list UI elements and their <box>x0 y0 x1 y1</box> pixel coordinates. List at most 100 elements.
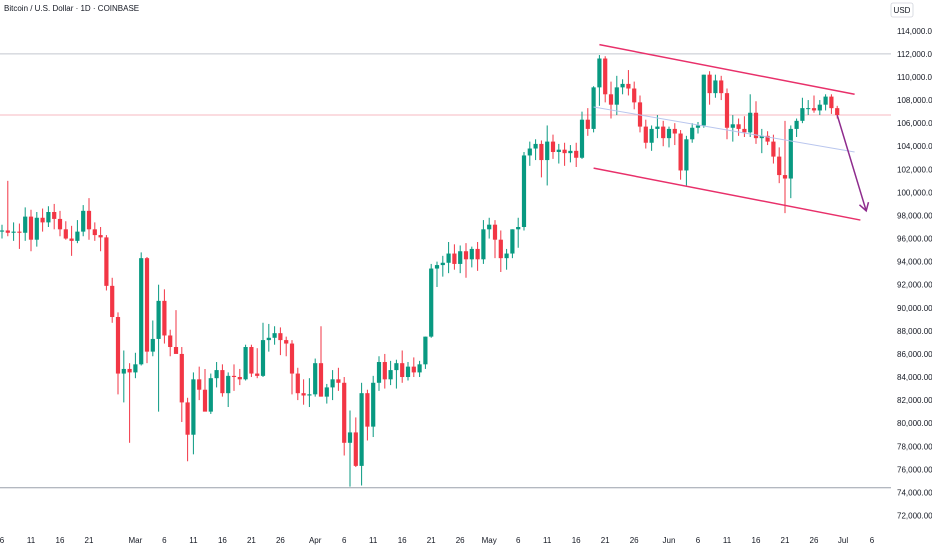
forecast-arrow-head[interactable] <box>858 201 870 213</box>
candle-body <box>394 363 399 371</box>
time-axis[interactable]: 6 11 16 21 Mar 6 11 16 21 26 Apr 6 11 16 21 26 May 6 11 16 2… <box>0 536 875 545</box>
y-tick-labels: 72,000.00 74,000.00 76,000.00 78,000.00 80,0… <box>897 27 932 521</box>
candle-body <box>585 119 590 129</box>
candle-body <box>527 148 532 156</box>
candle-7 <box>40 208 45 232</box>
candle-body <box>417 364 422 373</box>
candle-body <box>649 128 654 143</box>
candle-body <box>272 333 277 338</box>
candle-body <box>121 368 126 374</box>
candle-105 <box>608 81 614 119</box>
candle-body <box>701 74 706 126</box>
candle-102 <box>591 86 596 133</box>
candle-124 <box>719 75 724 101</box>
candle-80 <box>463 243 469 278</box>
x-tick-label: 16 <box>56 536 65 545</box>
currency-label: USD <box>894 6 911 15</box>
candle-140 <box>811 95 817 113</box>
candle-body <box>173 347 179 354</box>
candle-60 <box>347 410 353 487</box>
candle-body <box>208 378 213 412</box>
candle-body <box>690 127 695 140</box>
candle-83 <box>481 220 486 264</box>
candle-117 <box>678 130 683 180</box>
candle-body <box>765 135 770 142</box>
candle-body <box>463 251 469 260</box>
candle-127 <box>736 118 741 136</box>
x-tick-label: 6 <box>870 536 875 545</box>
candle-26 <box>150 320 155 357</box>
candle-body <box>295 373 300 394</box>
candle-body <box>185 402 190 435</box>
candle-body <box>707 74 712 94</box>
candle-75 <box>434 261 440 288</box>
y-tick-label: 90,000.00 <box>897 304 932 313</box>
candle-112 <box>649 125 654 151</box>
candle-70 <box>405 362 411 381</box>
candle-72 <box>417 360 422 378</box>
candle-100 <box>579 111 585 159</box>
candle-body <box>86 210 92 230</box>
x-tick-label: 16 <box>218 536 227 545</box>
candle-body <box>127 368 132 373</box>
channel-upper-line[interactable] <box>599 43 855 96</box>
candle-82 <box>475 242 480 271</box>
candle-85 <box>492 220 498 259</box>
candle-24 <box>139 252 144 366</box>
candle-17 <box>98 227 103 252</box>
forecast-arrow-shaft[interactable] <box>836 114 867 212</box>
channel-midline[interactable] <box>593 106 855 153</box>
candle-body <box>724 93 730 128</box>
candle-101 <box>585 108 590 136</box>
candle-body <box>28 216 34 240</box>
candle-54 <box>313 358 318 397</box>
candle-body <box>104 237 109 286</box>
candle-61 <box>353 417 358 468</box>
channel-lower-line[interactable] <box>593 167 861 221</box>
x-tick-label: 6 <box>696 536 701 545</box>
candle-body <box>643 126 648 143</box>
candle-body <box>69 238 74 241</box>
price-axis-background <box>891 0 932 550</box>
candle-22 <box>127 363 132 443</box>
candle-body <box>550 141 556 152</box>
candle-body <box>759 135 764 139</box>
candle-23 <box>133 352 138 379</box>
candle-body <box>492 224 498 240</box>
candle-body <box>608 94 614 105</box>
x-tick-label: 26 <box>276 536 285 545</box>
candle-body <box>533 143 538 149</box>
candle-71 <box>411 357 416 378</box>
candle-body <box>829 96 834 109</box>
candle-body <box>63 229 68 239</box>
price-axis[interactable]: USD 72,000.00 74,000.00 76,000.00 78,000.00… <box>890 0 932 550</box>
candle-2 <box>11 222 16 241</box>
y-tick-label: 96,000.00 <box>897 235 932 244</box>
candle-130 <box>753 101 759 144</box>
drawing-tools <box>593 43 870 221</box>
candle-body <box>0 230 5 232</box>
y-tick-label: 104,000.00 <box>897 142 932 151</box>
candle-body <box>452 253 457 264</box>
candle-33 <box>191 372 196 455</box>
candle-body <box>214 370 219 379</box>
candle-body <box>539 143 544 161</box>
candle-115 <box>666 126 672 148</box>
candle-body <box>191 379 196 435</box>
x-tick-label: 26 <box>810 536 819 545</box>
y-tick-label: 80,000.00 <box>897 419 932 428</box>
currency-badge[interactable] <box>890 2 914 18</box>
candle-86 <box>498 230 503 273</box>
candle-body <box>475 248 480 260</box>
candle-109 <box>632 81 637 110</box>
candle-49 <box>284 336 289 357</box>
x-tick-label: 21 <box>427 536 436 545</box>
candle-body <box>81 210 86 232</box>
candle-body <box>806 108 811 110</box>
candle-59 <box>342 377 347 456</box>
candle-64 <box>371 375 376 438</box>
candle-34 <box>197 366 202 401</box>
candle-41 <box>237 368 242 386</box>
